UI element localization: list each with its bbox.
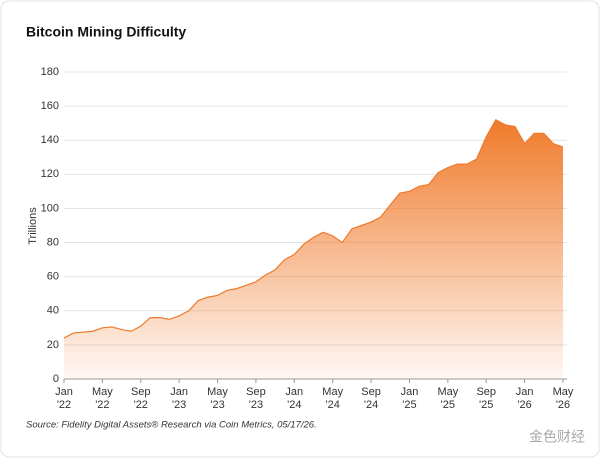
y-tick-label: 100 xyxy=(41,202,59,214)
line xyxy=(63,118,564,339)
x-tick-label: May '26 xyxy=(553,386,574,411)
chart-title: Bitcoin Mining Difficulty xyxy=(26,24,186,40)
y-tick-label: 160 xyxy=(41,100,59,112)
x-tick-label: Jan '22 xyxy=(55,386,73,411)
x-tick-label: May '24 xyxy=(322,386,343,411)
x-tick-label: Sep '25 xyxy=(476,386,496,411)
y-axis-label: Trillions xyxy=(27,207,39,245)
x-tick-label: May '25 xyxy=(437,386,458,411)
y-tick-label: 60 xyxy=(47,271,59,283)
x-tick-label: Jan '23 xyxy=(170,386,188,411)
x-tick-label: Jan '25 xyxy=(401,386,419,411)
x-tick-label: May '23 xyxy=(207,386,228,411)
area xyxy=(64,119,563,379)
x-tick-label: Sep '22 xyxy=(131,386,151,411)
y-tick-label: 140 xyxy=(41,134,59,146)
y-tick-label: 120 xyxy=(41,168,59,180)
x-tick-label: Jan '24 xyxy=(285,386,303,411)
x-tick-label: May '22 xyxy=(92,386,113,411)
y-tick-label: 80 xyxy=(47,236,59,248)
x-tick-label: Sep '24 xyxy=(361,386,381,411)
x-tick-label: Sep '23 xyxy=(246,386,266,411)
y-tick-label: 0 xyxy=(53,373,59,385)
y-tick-label: 40 xyxy=(47,305,59,317)
x-tick-label: Jan '26 xyxy=(516,386,534,411)
watermark: 金色财经 xyxy=(529,429,585,445)
y-tick-label: 180 xyxy=(41,66,59,78)
source: Source: Fidelity Digital Assets® Researc… xyxy=(26,420,317,431)
y-tick-label: 20 xyxy=(47,339,59,351)
